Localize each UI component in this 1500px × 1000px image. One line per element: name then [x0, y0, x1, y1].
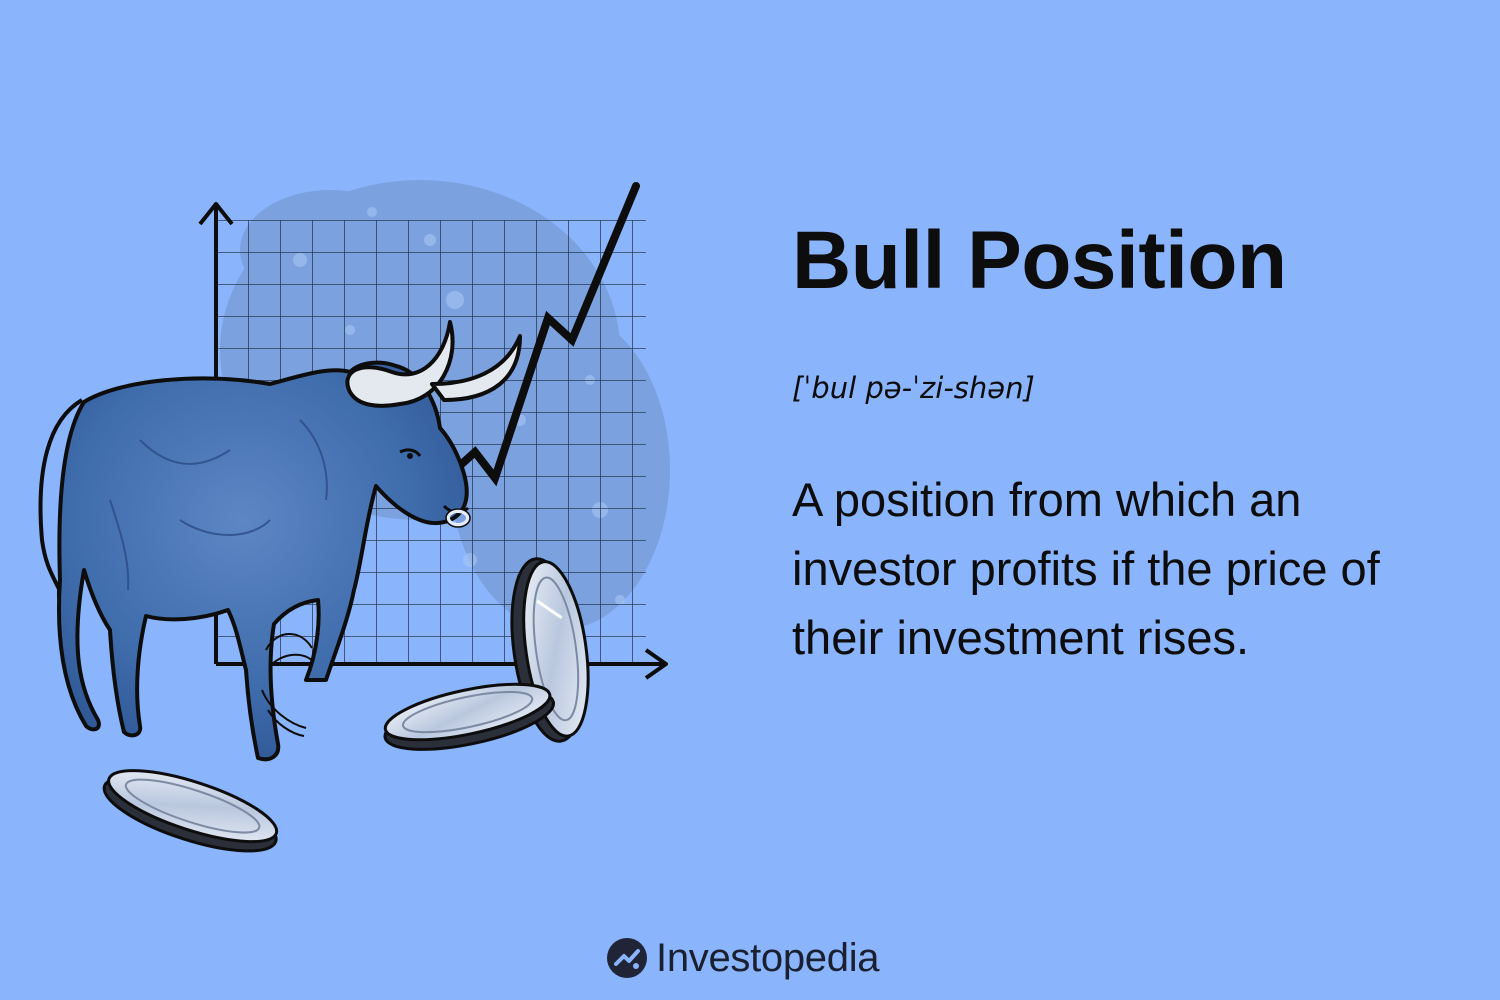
term-pronunciation: [ˈbul pə-ˈzi-shən]	[792, 371, 1035, 405]
coin-icon	[102, 557, 590, 853]
bull-market-illustration	[38, 180, 670, 853]
investopedia-logo-icon	[607, 938, 647, 978]
term-title: Bull Position	[792, 215, 1287, 306]
bull-icon	[38, 320, 522, 762]
definition-card: Bull Position [ˈbul pə-ˈzi-shən] A posit…	[792, 220, 1472, 672]
brand-logo: Investopedia	[606, 932, 880, 984]
term-definition: A position from which an investor profit…	[792, 473, 1380, 664]
brand-name: Investopedia	[656, 936, 880, 980]
